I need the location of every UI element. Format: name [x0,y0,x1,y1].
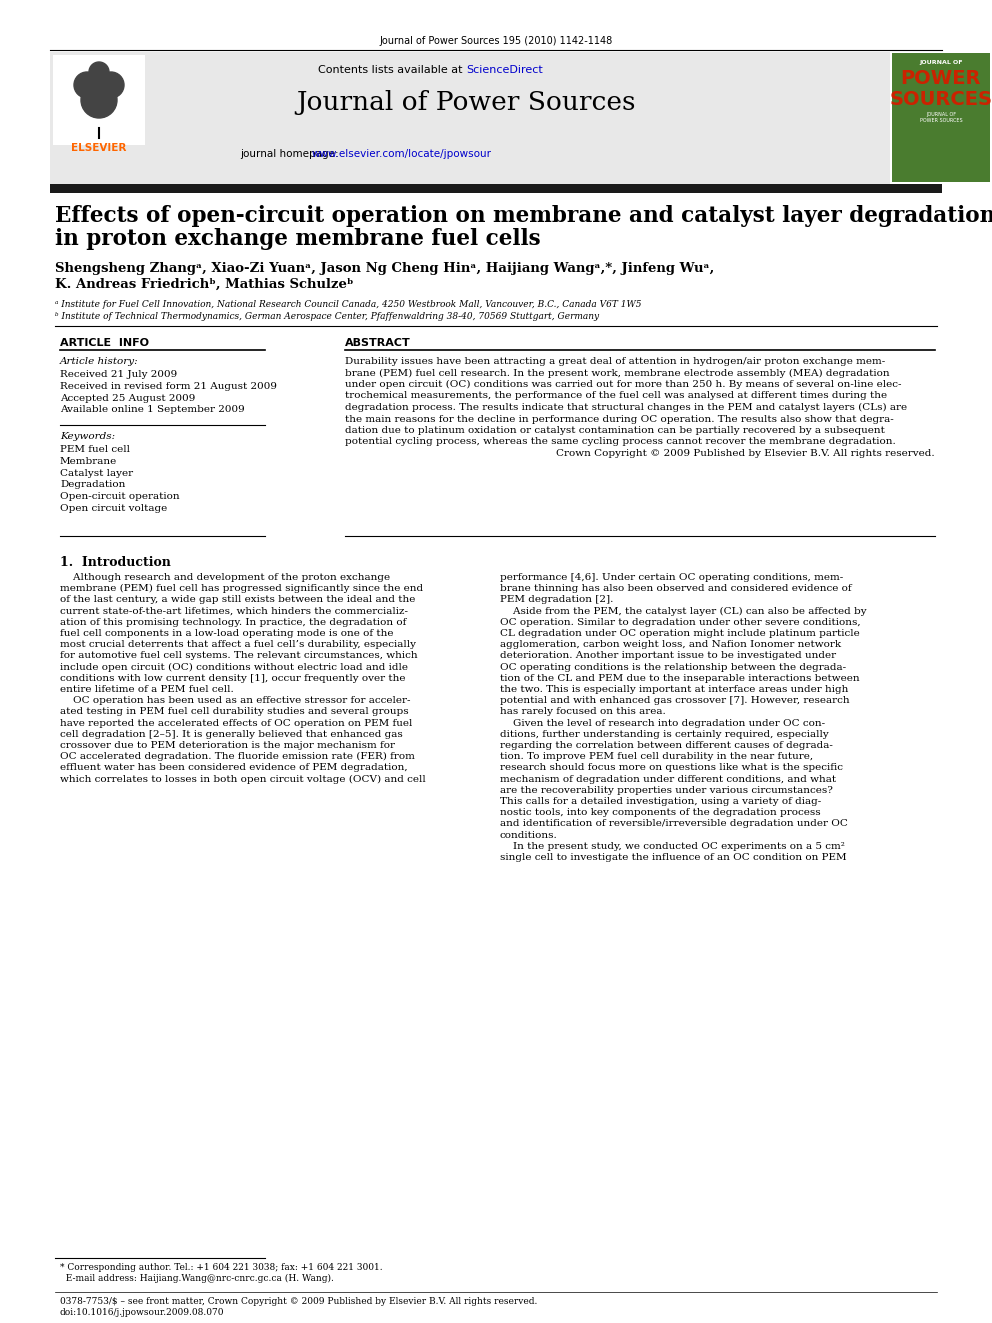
Text: include open circuit (OC) conditions without electric load and idle: include open circuit (OC) conditions wit… [60,663,408,672]
Text: ScienceDirect: ScienceDirect [466,65,543,75]
Text: Durability issues have been attracting a great deal of attention in hydrogen/air: Durability issues have been attracting a… [345,357,885,366]
Text: Article history:: Article history: [60,357,139,366]
Text: OC accelerated degradation. The fluoride emission rate (FER) from: OC accelerated degradation. The fluoride… [60,753,415,761]
Text: crossover due to PEM deterioration is the major mechanism for: crossover due to PEM deterioration is th… [60,741,395,750]
Text: Catalyst layer: Catalyst layer [60,468,133,478]
Text: Aside from the PEM, the catalyst layer (CL) can also be affected by: Aside from the PEM, the catalyst layer (… [500,607,867,615]
Text: are the recoverability properties under various circumstances?: are the recoverability properties under … [500,786,833,795]
Text: has rarely focused on this area.: has rarely focused on this area. [500,708,666,716]
Text: POWER: POWER [901,69,981,89]
Text: brane (PEM) fuel cell research. In the present work, membrane electrode assembly: brane (PEM) fuel cell research. In the p… [345,369,890,377]
Text: www.elsevier.com/locate/jpowsour: www.elsevier.com/locate/jpowsour [312,149,492,159]
Text: ABSTRACT: ABSTRACT [345,337,411,348]
Text: Open-circuit operation: Open-circuit operation [60,492,180,501]
Text: potential and with enhanced gas crossover [7]. However, research: potential and with enhanced gas crossove… [500,696,849,705]
Text: K. Andreas Friedrichᵇ, Mathias Schulzeᵇ: K. Andreas Friedrichᵇ, Mathias Schulzeᵇ [55,278,353,291]
Text: dation due to platinum oxidation or catalyst contamination can be partially reco: dation due to platinum oxidation or cata… [345,426,885,435]
Text: OC operation. Similar to degradation under other severe conditions,: OC operation. Similar to degradation und… [500,618,861,627]
Text: ARTICLE  INFO: ARTICLE INFO [60,337,149,348]
Circle shape [74,71,100,98]
Text: cell degradation [2–5]. It is generally believed that enhanced gas: cell degradation [2–5]. It is generally … [60,730,403,738]
Text: Received in revised form 21 August 2009: Received in revised form 21 August 2009 [60,382,277,390]
Text: current state-of-the-art lifetimes, which hinders the commercializ-: current state-of-the-art lifetimes, whic… [60,607,408,615]
FancyBboxPatch shape [50,184,942,193]
Text: In the present study, we conducted OC experiments on a 5 cm²: In the present study, we conducted OC ex… [500,841,845,851]
Text: Keywords:: Keywords: [60,433,115,441]
Circle shape [98,71,124,98]
Text: E-mail address: Haijiang.Wang@nrc-cnrc.gc.ca (H. Wang).: E-mail address: Haijiang.Wang@nrc-cnrc.g… [60,1274,334,1283]
Text: trochemical measurements, the performance of the fuel cell was analysed at diffe: trochemical measurements, the performanc… [345,392,887,401]
Text: regarding the correlation between different causes of degrada-: regarding the correlation between differ… [500,741,833,750]
Text: which correlates to losses in both open circuit voltage (OCV) and cell: which correlates to losses in both open … [60,774,426,783]
FancyBboxPatch shape [53,56,145,146]
Text: JOURNAL OF: JOURNAL OF [920,60,963,65]
Text: ELSEVIER: ELSEVIER [71,143,127,153]
Text: PEM fuel cell: PEM fuel cell [60,445,130,454]
Text: Given the level of research into degradation under OC con-: Given the level of research into degrada… [500,718,825,728]
Text: conditions with low current density [1], occur frequently over the: conditions with low current density [1],… [60,673,406,683]
Text: nostic tools, into key components of the degradation process: nostic tools, into key components of the… [500,808,820,818]
Text: entire lifetime of a PEM fuel cell.: entire lifetime of a PEM fuel cell. [60,685,234,695]
Text: brane thinning has also been observed and considered evidence of: brane thinning has also been observed an… [500,585,851,593]
Text: Although research and development of the proton exchange: Although research and development of the… [60,573,390,582]
Text: Shengsheng Zhangᵃ, Xiao-Zi Yuanᵃ, Jason Ng Cheng Hinᵃ, Haijiang Wangᵃ,*, Jinfeng: Shengsheng Zhangᵃ, Xiao-Zi Yuanᵃ, Jason … [55,262,714,275]
Text: mechanism of degradation under different conditions, and what: mechanism of degradation under different… [500,774,836,783]
FancyBboxPatch shape [50,52,890,184]
Text: Open circuit voltage: Open circuit voltage [60,504,168,513]
Text: tion of the CL and PEM due to the inseparable interactions between: tion of the CL and PEM due to the insepa… [500,673,860,683]
Text: membrane (PEM) fuel cell has progressed significantly since the end: membrane (PEM) fuel cell has progressed … [60,585,424,593]
Text: ation of this promising technology. In practice, the degradation of: ation of this promising technology. In p… [60,618,407,627]
Text: Available online 1 September 2009: Available online 1 September 2009 [60,405,245,414]
Text: fuel cell components in a low-load operating mode is one of the: fuel cell components in a low-load opera… [60,628,394,638]
Text: in proton exchange membrane fuel cells: in proton exchange membrane fuel cells [55,228,541,250]
Text: Journal of Power Sources: Journal of Power Sources [297,90,636,115]
Text: agglomeration, carbon weight loss, and Nafion Ionomer network: agglomeration, carbon weight loss, and N… [500,640,841,650]
Text: doi:10.1016/j.jpowsour.2009.08.070: doi:10.1016/j.jpowsour.2009.08.070 [60,1308,224,1316]
Text: ᵃ Institute for Fuel Cell Innovation, National Research Council Canada, 4250 Wes: ᵃ Institute for Fuel Cell Innovation, Na… [55,300,642,310]
Text: Contents lists available at: Contents lists available at [318,65,466,75]
FancyBboxPatch shape [892,53,990,183]
Text: performance [4,6]. Under certain OC operating conditions, mem-: performance [4,6]. Under certain OC oper… [500,573,843,582]
Text: potential cycling process, whereas the same cycling process cannot recover the m: potential cycling process, whereas the s… [345,438,896,446]
Text: single cell to investigate the influence of an OC condition on PEM: single cell to investigate the influence… [500,853,846,863]
Text: journal homepage:: journal homepage: [240,149,342,159]
Text: ditions, further understanding is certainly required, especially: ditions, further understanding is certai… [500,730,828,738]
Circle shape [89,62,109,82]
Text: PEM degradation [2].: PEM degradation [2]. [500,595,613,605]
Text: SOURCES: SOURCES [890,90,992,108]
Text: Degradation: Degradation [60,480,125,490]
Text: Effects of open-circuit operation on membrane and catalyst layer degradation: Effects of open-circuit operation on mem… [55,205,992,228]
Text: Received 21 July 2009: Received 21 July 2009 [60,370,178,378]
Text: OC operating conditions is the relationship between the degrada-: OC operating conditions is the relations… [500,663,846,672]
Text: of the last century, a wide gap still exists between the ideal and the: of the last century, a wide gap still ex… [60,595,416,605]
Text: ated testing in PEM fuel cell durability studies and several groups: ated testing in PEM fuel cell durability… [60,708,409,716]
Text: and identification of reversible/irreversible degradation under OC: and identification of reversible/irrever… [500,819,848,828]
Text: research should focus more on questions like what is the specific: research should focus more on questions … [500,763,843,773]
Text: 1.  Introduction: 1. Introduction [60,556,171,569]
Text: JOURNAL OF
POWER SOURCES: JOURNAL OF POWER SOURCES [920,112,962,123]
Text: the main reasons for the decline in performance during OC operation. The results: the main reasons for the decline in perf… [345,414,894,423]
Text: for automotive fuel cell systems. The relevant circumstances, which: for automotive fuel cell systems. The re… [60,651,418,660]
Text: 0378-7753/$ – see front matter, Crown Copyright © 2009 Published by Elsevier B.V: 0378-7753/$ – see front matter, Crown Co… [60,1297,538,1306]
Text: effluent water has been considered evidence of PEM degradation,: effluent water has been considered evide… [60,763,408,773]
Text: under open circuit (OC) conditions was carried out for more than 250 h. By means: under open circuit (OC) conditions was c… [345,380,902,389]
Text: CL degradation under OC operation might include platinum particle: CL degradation under OC operation might … [500,628,860,638]
Text: ᵇ Institute of Technical Thermodynamics, German Aerospace Center, Pfaffenwaldrin: ᵇ Institute of Technical Thermodynamics,… [55,312,599,321]
Text: tion. To improve PEM fuel cell durability in the near future,: tion. To improve PEM fuel cell durabilit… [500,753,813,761]
Text: deterioration. Another important issue to be investigated under: deterioration. Another important issue t… [500,651,836,660]
Text: have reported the accelerated effects of OC operation on PEM fuel: have reported the accelerated effects of… [60,718,413,728]
Text: Accepted 25 August 2009: Accepted 25 August 2009 [60,394,195,402]
Text: OC operation has been used as an effective stressor for acceler-: OC operation has been used as an effecti… [60,696,411,705]
Circle shape [81,82,117,118]
Text: degradation process. The results indicate that structural changes in the PEM and: degradation process. The results indicat… [345,404,907,413]
Text: Membrane: Membrane [60,456,117,466]
Text: Journal of Power Sources 195 (2010) 1142-1148: Journal of Power Sources 195 (2010) 1142… [379,36,613,46]
Text: most crucial deterrents that affect a fuel cell’s durability, especially: most crucial deterrents that affect a fu… [60,640,416,650]
Text: * Corresponding author. Tel.: +1 604 221 3038; fax: +1 604 221 3001.: * Corresponding author. Tel.: +1 604 221… [60,1263,383,1271]
Text: conditions.: conditions. [500,831,558,840]
Text: Crown Copyright © 2009 Published by Elsevier B.V. All rights reserved.: Crown Copyright © 2009 Published by Else… [557,448,935,458]
Text: the two. This is especially important at interface areas under high: the two. This is especially important at… [500,685,848,695]
Text: This calls for a detailed investigation, using a variety of diag-: This calls for a detailed investigation,… [500,796,821,806]
